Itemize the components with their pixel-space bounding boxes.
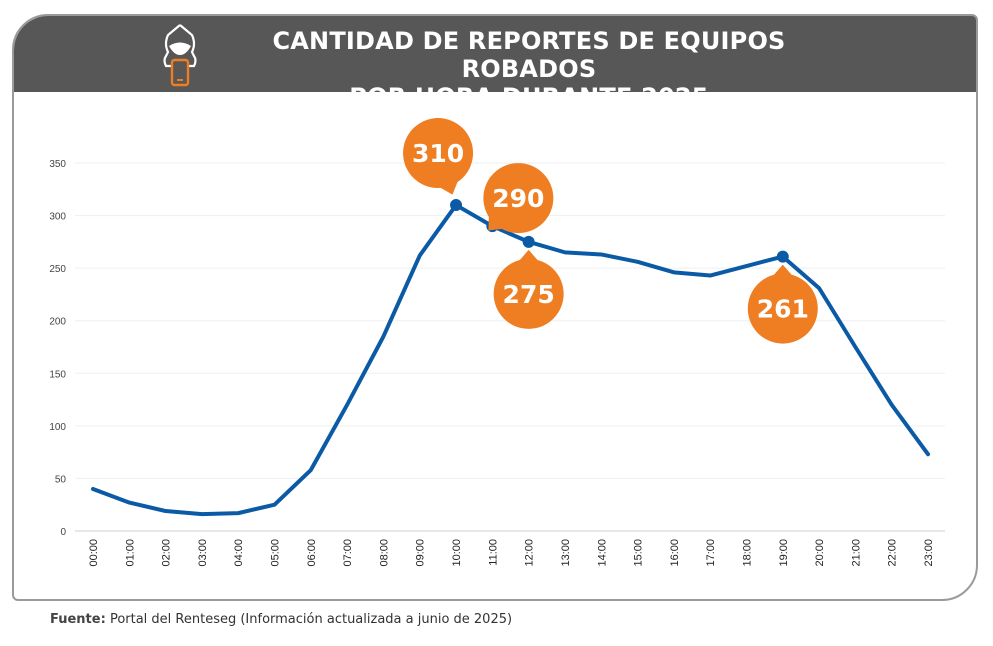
data-label: 261 (757, 295, 809, 324)
x-tick-label: 22:00 (887, 539, 899, 567)
x-tick-label: 08:00 (378, 539, 390, 567)
callout-bubble (403, 118, 474, 189)
x-tick-label: 21:00 (850, 539, 862, 567)
data-label: 275 (503, 280, 555, 309)
chart-header: CANTIDAD DE REPORTES DE EQUIPOS ROBADOS … (14, 16, 976, 111)
x-tick-label: 15:00 (633, 539, 645, 567)
x-tick-label: 14:00 (596, 539, 608, 567)
x-tick-label: 18:00 (741, 539, 753, 567)
data-point-marker (776, 250, 789, 263)
x-tick-label: 02:00 (161, 539, 173, 567)
callout-bubble (493, 258, 564, 329)
y-tick-label: 250 (49, 264, 66, 275)
x-tick-label: 16:00 (669, 539, 681, 567)
data-point-marker (522, 235, 535, 248)
y-tick-label: 350 (49, 159, 66, 170)
data-point-marker (450, 199, 463, 212)
callout-bubble (483, 163, 554, 234)
x-tick-label: 00:00 (88, 539, 100, 567)
x-tick-label: 01:00 (124, 539, 136, 567)
data-line (91, 203, 930, 517)
x-tick-label: 03:00 (197, 539, 209, 567)
x-tick-label: 04:00 (233, 539, 245, 567)
callout-bubble (747, 273, 818, 344)
x-tick-label: 10:00 (451, 539, 463, 567)
y-tick-label: 50 (55, 474, 67, 485)
x-tick-label: 06:00 (306, 539, 318, 567)
x-tick-label: 13:00 (560, 539, 572, 567)
y-tick-label: 200 (49, 317, 66, 328)
data-label: 290 (492, 184, 544, 213)
x-tick-label: 23:00 (923, 539, 935, 567)
x-tick-label: 07:00 (342, 539, 354, 567)
source-label: Fuente: (50, 612, 106, 627)
x-tick-label: 09:00 (415, 539, 427, 567)
y-tick-label: 100 (49, 422, 66, 433)
chart-title: CANTIDAD DE REPORTES DE EQUIPOS ROBADOS … (209, 27, 849, 111)
y-tick-label: 150 (49, 369, 66, 380)
data-label: 310 (412, 139, 464, 168)
source-note: Fuente: Portal del Renteseg (Información… (50, 612, 512, 627)
hooded-thief-with-phone-icon (163, 24, 197, 87)
x-tick-label: 12:00 (524, 539, 536, 567)
y-tick-label: 0 (60, 527, 66, 538)
x-tick-label: 17:00 (705, 539, 717, 567)
x-tick-label: 19:00 (778, 539, 790, 567)
title-line-2: POR HORA DURANTE 2025 (349, 83, 709, 111)
x-tick-label: 20:00 (814, 539, 826, 567)
x-tick-label: 11:00 (487, 539, 499, 566)
title-line-1: CANTIDAD DE REPORTES DE EQUIPOS ROBADOS (272, 27, 786, 83)
y-tick-label: 300 (49, 212, 66, 223)
source-text: Portal del Renteseg (Información actuali… (109, 612, 513, 627)
x-tick-label: 05:00 (270, 539, 282, 567)
